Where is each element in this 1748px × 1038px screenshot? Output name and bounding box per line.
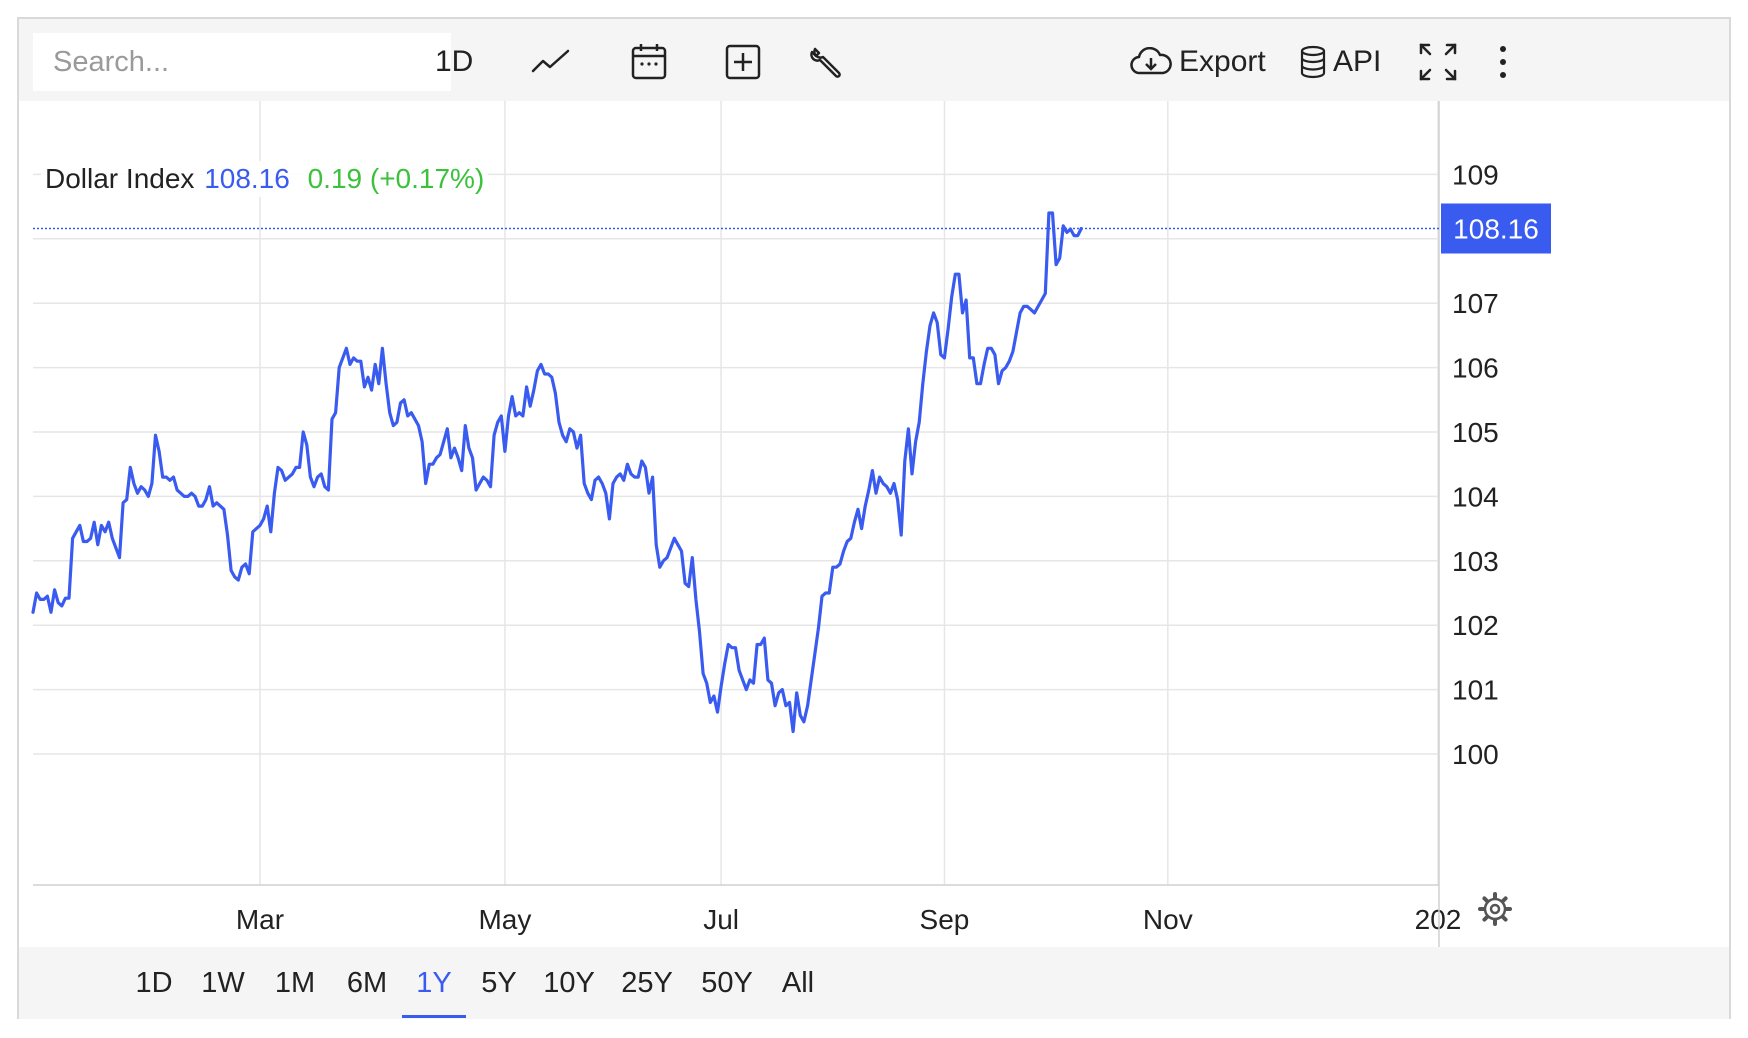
toolbar: 1D Export: [19, 19, 1729, 101]
range-50y[interactable]: 50Y: [701, 966, 753, 999]
database-icon: [1299, 45, 1327, 79]
x-tick-label: Jul: [703, 904, 739, 935]
x-tick-label: May: [478, 904, 531, 935]
legend-price: 108.16: [204, 163, 290, 194]
calendar-icon: [631, 43, 667, 81]
settings-gear-icon[interactable]: [1478, 892, 1512, 926]
date-range-button[interactable]: [631, 33, 667, 91]
x-tick-label: 202: [1415, 904, 1462, 935]
line-chart-icon: [531, 47, 571, 77]
range-1d[interactable]: 1D: [135, 966, 173, 999]
range-25y[interactable]: 25Y: [621, 966, 673, 999]
interval-button[interactable]: 1D: [435, 33, 473, 91]
axis-gutter-top: [1440, 101, 1458, 951]
x-tick-label: Sep: [920, 904, 970, 935]
tools-button[interactable]: [809, 33, 845, 91]
fullscreen-icon: [1419, 43, 1457, 81]
y-tick-label: 107: [1452, 288, 1499, 319]
y-tick-label: 101: [1452, 675, 1499, 706]
range-1m[interactable]: 1M: [274, 966, 316, 999]
gear-hub: [1489, 903, 1501, 915]
export-button[interactable]: Export: [1129, 33, 1266, 91]
y-tick-label: 106: [1452, 353, 1499, 384]
chart-legend: Dollar Index 108.16 0.19 (+0.17%): [41, 161, 489, 197]
api-label: API: [1333, 45, 1382, 78]
legend-change: 0.19 (+0.17%): [307, 163, 485, 194]
active-range-indicator: [402, 1015, 466, 1018]
range-1y[interactable]: 1Y: [416, 966, 452, 999]
export-label: Export: [1179, 45, 1266, 78]
x-tick-label: Nov: [1143, 904, 1193, 935]
range-selector: 1D 1W 1M 6M 1Y 5Y 10Y 25Y 50Y All: [19, 947, 1729, 1019]
more-vertical-icon: [1497, 44, 1509, 80]
add-indicator-icon: [725, 44, 761, 80]
y-tick-label: 109: [1452, 159, 1499, 190]
fullscreen-button[interactable]: [1419, 33, 1457, 91]
y-tick-label: 103: [1452, 546, 1499, 577]
price-line: [31, 211, 1083, 734]
last-price-tag-label: 108.16: [1453, 213, 1539, 244]
chart-widget: 1D Export: [17, 17, 1731, 1019]
y-tick-label: 104: [1452, 481, 1499, 512]
more-menu-button[interactable]: [1497, 33, 1509, 91]
api-button[interactable]: API: [1299, 33, 1381, 91]
x-tick-label: Mar: [236, 904, 284, 935]
cloud-download-icon: [1129, 47, 1173, 77]
search-input[interactable]: [33, 33, 451, 91]
gear-ring: [1483, 897, 1507, 921]
interval-label: 1D: [435, 45, 474, 78]
y-tick-label: 100: [1452, 739, 1499, 770]
chart-canvas[interactable]: 100 101 102 103 104 105 106 107 109 Mar May Jul Sep N…: [19, 101, 1729, 951]
chart-type-button[interactable]: [531, 33, 571, 91]
range-6m[interactable]: 6M: [346, 966, 388, 999]
range-1w[interactable]: 1W: [201, 966, 245, 999]
chart-area[interactable]: 100 101 102 103 104 105 106 107 109 Mar May Jul Sep N…: [19, 101, 1729, 951]
legend-name: Dollar Index: [45, 163, 195, 194]
range-5y[interactable]: 5Y: [481, 966, 517, 999]
wrench-icon: [809, 44, 845, 80]
last-price-tag: [1441, 203, 1551, 254]
range-all[interactable]: All: [781, 966, 815, 999]
y-tick-label: 105: [1452, 417, 1499, 448]
y-tick-label: 102: [1452, 610, 1499, 641]
add-indicator-button[interactable]: [725, 33, 761, 91]
range-10y[interactable]: 10Y: [543, 966, 595, 999]
